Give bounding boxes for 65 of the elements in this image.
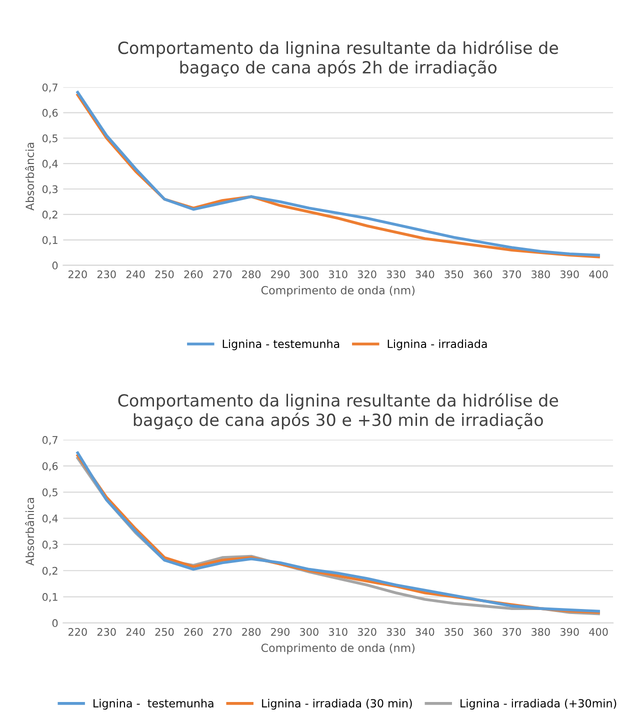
y-tick-label: 0,3 — [42, 185, 58, 194]
y-tick-label: 0,4 — [42, 514, 58, 524]
legend-label: Lignina - irradiada (30 min) — [262, 698, 412, 710]
x-tick-label: 240 — [126, 270, 145, 278]
x-axis-title: Comprimento de onda (nm) — [261, 286, 414, 297]
x-tick-label: 260 — [184, 270, 203, 278]
x-tick-label: 320 — [358, 270, 376, 278]
x-tick-label: 290 — [271, 628, 290, 636]
x-tick-label: 370 — [502, 270, 522, 278]
x-axis-title: Comprimento de onda (nm) — [261, 643, 414, 654]
legend-label: Lignina - testemunha — [94, 698, 214, 710]
x-tick-label: 260 — [184, 628, 203, 636]
x-tick-label: 350 — [444, 628, 464, 636]
x-tick-label: 220 — [68, 628, 87, 636]
x-tick-label: 320 — [358, 628, 376, 636]
chart-title: Comportamento da lignina resultante da hidrólise de bagaço de cana após 30 e +30 min de irradiação — [118, 393, 558, 430]
x-tick-label: 380 — [532, 270, 550, 278]
x-tick-label: 270 — [213, 628, 232, 636]
y-tick-label: 0 — [52, 262, 58, 270]
x-tick-label: 310 — [328, 628, 348, 636]
x-tick-label: 330 — [386, 270, 406, 278]
y-tick-label: 0,7 — [42, 436, 58, 445]
x-tick-label: 280 — [242, 628, 261, 636]
y-tick-label: 0,4 — [42, 160, 58, 169]
y-tick-label: 0,1 — [42, 236, 58, 246]
x-tick-label: 390 — [560, 628, 579, 636]
x-tick-label: 350 — [444, 270, 464, 278]
x-tick-label: 240 — [126, 628, 145, 636]
x-tick-label: 340 — [416, 628, 434, 636]
x-tick-label: 360 — [474, 270, 492, 278]
y-tick-label: 0,5 — [42, 134, 58, 144]
x-tick-label: 230 — [97, 628, 116, 636]
y-tick-label: 0,1 — [42, 593, 58, 602]
x-tick-label: 300 — [300, 628, 318, 636]
x-tick-label: 270 — [213, 270, 232, 278]
y-tick-label: 0 — [52, 619, 58, 628]
x-tick-label: 290 — [271, 270, 290, 278]
x-tick-label: 370 — [502, 628, 522, 636]
x-tick-label: 310 — [328, 270, 348, 278]
x-tick-label: 280 — [242, 270, 261, 278]
y-tick-label: 0,2 — [42, 210, 58, 220]
y-tick-label: 0,3 — [42, 540, 58, 550]
y-tick-label: 0,5 — [42, 488, 58, 498]
x-tick-label: 330 — [386, 628, 406, 636]
x-tick-label: 230 — [97, 270, 116, 278]
x-tick-label: 250 — [155, 628, 174, 636]
legend-label: Lignina - irradiada (+30min) — [460, 698, 616, 710]
legend-label: Lignina - testemunha — [222, 339, 340, 350]
y-tick-label: 0,6 — [42, 108, 58, 118]
y-axis-title: Absorbância — [25, 142, 34, 211]
x-tick-label: 380 — [532, 628, 550, 636]
x-tick-label: 220 — [68, 270, 87, 278]
x-tick-label: 390 — [560, 270, 579, 278]
y-axis-title: Absorbânica — [25, 498, 34, 566]
x-tick-label: 360 — [474, 628, 492, 636]
x-tick-label: 400 — [589, 628, 608, 636]
x-tick-label: 250 — [155, 270, 174, 278]
x-tick-label: 300 — [300, 270, 318, 278]
chart-title: Comportamento da lignina resultante da hidrólise de bagaço de cana após 2h de irradiação — [118, 40, 558, 77]
legend-label: Lignina - irradiada — [388, 339, 487, 350]
y-tick-label: 0,6 — [42, 462, 58, 472]
y-tick-label: 0,2 — [42, 566, 58, 576]
y-tick-label: 0,7 — [42, 83, 58, 92]
x-tick-label: 400 — [589, 270, 608, 278]
x-tick-label: 340 — [416, 270, 434, 278]
